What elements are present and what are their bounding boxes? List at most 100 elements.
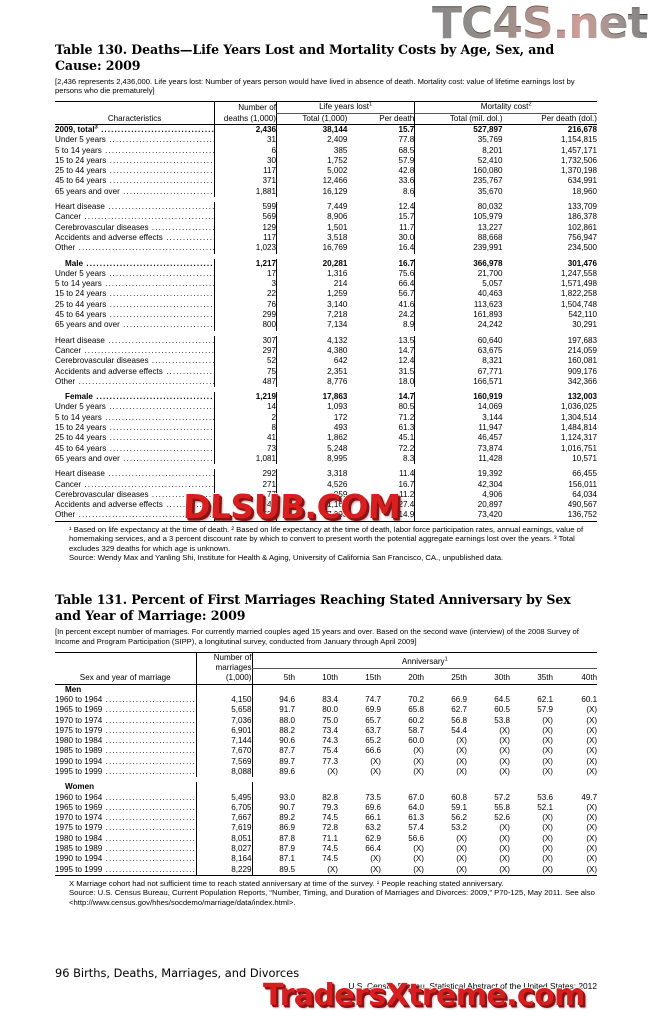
- table-cell: 307: [214, 335, 277, 346]
- table-cell: 569: [214, 212, 277, 223]
- table-cell: (X): [381, 864, 424, 876]
- table-cell: 72.2: [398, 443, 415, 453]
- table-cell: 61.3: [408, 813, 424, 823]
- table-cell: (X): [424, 864, 467, 876]
- table-130-footnote-numbered: ¹ Based on life expectancy at the time o…: [69, 524, 584, 553]
- table-cell: 83.4: [322, 694, 338, 704]
- table-cell: 42: [214, 500, 277, 511]
- row-label: Heart disease ..........................…: [55, 335, 215, 345]
- row-label: 1965 to 1969 ...........................…: [55, 705, 196, 715]
- table-cell: 62.9: [365, 833, 381, 843]
- table-cell: 60,640: [414, 335, 503, 346]
- table-cell: 15.7: [398, 212, 415, 222]
- row-label: 25 to 44 years .........................…: [55, 299, 215, 309]
- table-cell: 8,321: [414, 356, 503, 367]
- table-cell: 132,003: [567, 392, 597, 402]
- table-cell: 73: [214, 443, 277, 454]
- table-cell: 2,436: [214, 124, 277, 136]
- table-cell: 57.2: [494, 792, 510, 802]
- table-cell: 20,897: [414, 500, 503, 511]
- table-cell: 59.1: [451, 802, 467, 812]
- table-cell: (X): [456, 844, 467, 854]
- table-cell: 66.6: [365, 746, 381, 756]
- table-cell: 88,668: [414, 232, 503, 244]
- table-cell: 7,993: [276, 510, 348, 522]
- table-row: 5 to 14 years ..........................…: [55, 279, 597, 290]
- table-cell: 1,023: [214, 243, 277, 254]
- table-cell: 1,457,171: [560, 145, 597, 155]
- table-cell: 1,752: [276, 155, 348, 167]
- row-label: 1970 to 1974 ...........................…: [55, 715, 196, 725]
- table-cell: [510, 684, 553, 695]
- table-cell: 16,129: [276, 186, 348, 198]
- table-cell: 1,881: [214, 186, 277, 198]
- col-anniversary-40th: 40th: [581, 673, 598, 683]
- table-cell-marriages: 7,619: [195, 823, 252, 834]
- table-cell: 24,242: [414, 320, 503, 331]
- table-cell: (X): [586, 802, 598, 812]
- table-cell: 12.4: [398, 202, 415, 212]
- row-label: 5 to 14 years ..........................…: [55, 145, 215, 155]
- table-cell: 60.5: [494, 705, 510, 715]
- table-cell: (X): [510, 864, 553, 876]
- col-number-of-deaths: Number of deaths (1,000): [214, 101, 277, 125]
- col-mc-per-death: Per death (dol.): [541, 113, 597, 123]
- table-cell: (X): [413, 844, 424, 854]
- table-row: 1975 to 1979 ...........................…: [55, 823, 597, 834]
- table-cell: [424, 782, 467, 792]
- table-cell: 11.7: [399, 222, 415, 232]
- table-row: Accidents and adverse effects ..........…: [55, 366, 597, 377]
- table-cell: (X): [456, 756, 467, 766]
- row-label: Under 5 years ..........................…: [55, 268, 215, 278]
- table-cell-marriages: 7,670: [195, 746, 252, 757]
- col-anniversary-30th: 30th: [494, 673, 510, 683]
- table-130-header: Characteristics Number of deaths (1,000)…: [55, 101, 597, 125]
- table-cell: 800: [214, 320, 277, 331]
- table-row: Other ..................................…: [55, 376, 597, 388]
- page-folio: 96 Births, Deaths, Marriages, and Divorc…: [55, 966, 300, 980]
- row-label: 1985 to 1989 ...........................…: [55, 844, 196, 854]
- table-cell: 88.2: [251, 725, 295, 737]
- table-cell: (X): [542, 844, 553, 854]
- table-row: 65 years and over ......................…: [55, 320, 597, 331]
- table-cell: [381, 684, 424, 695]
- row-label: 45 to 64 years .........................…: [55, 443, 215, 453]
- row-label: 15 to 24 years .........................…: [55, 155, 215, 165]
- table-cell: 10,571: [572, 453, 597, 463]
- row-label: 1995 to 1999 ...........................…: [55, 864, 196, 876]
- table-row: Female .................................…: [55, 392, 597, 403]
- table-cell: 160,081: [567, 356, 597, 366]
- row-label: 1970 to 1974 ...........................…: [55, 813, 196, 823]
- table-cell-marriages: 8,088: [195, 766, 252, 778]
- table-cell-marriages: 7,036: [195, 715, 252, 726]
- table-cell: 89.6: [251, 766, 295, 778]
- row-label: 25 to 44 years .........................…: [55, 166, 215, 176]
- table-cell: 66.1: [365, 813, 381, 823]
- table-cell: (X): [542, 725, 553, 735]
- table-cell: (X): [586, 756, 598, 766]
- table-cell: 66.4: [398, 279, 415, 289]
- table-cell: 73,420: [414, 510, 503, 522]
- row-label: 45 to 64 years .........................…: [55, 176, 215, 186]
- table-cell: 69.6: [365, 802, 381, 812]
- table-cell: 80.0: [322, 705, 338, 715]
- row-label: 1980 to 1984 ...........................…: [55, 736, 196, 746]
- table-row: 1980 to 1984 ...........................…: [55, 736, 597, 747]
- table-cell: 57.4: [408, 823, 424, 833]
- table-cell: 38,144: [276, 124, 348, 136]
- table-cell: 542,110: [568, 310, 597, 320]
- col-mc-total: Total (mil. dol.): [414, 113, 503, 125]
- row-label: 2009, total3 ...........................…: [55, 124, 215, 134]
- table-cell: 63.2: [365, 823, 381, 833]
- table-cell: 76: [214, 299, 277, 311]
- table-cell: (X): [327, 766, 338, 776]
- table-cell: 90.7: [251, 802, 295, 814]
- table-cell: [251, 684, 295, 695]
- table-cell: 42.8: [398, 166, 415, 176]
- table-cell: 88.0: [251, 715, 295, 726]
- table-cell: 292: [214, 469, 277, 480]
- table-cell: 129: [214, 222, 277, 233]
- table-cell: (X): [542, 833, 553, 843]
- table-cell: 27.4: [398, 500, 415, 510]
- row-label: 15 to 24 years .........................…: [55, 423, 215, 433]
